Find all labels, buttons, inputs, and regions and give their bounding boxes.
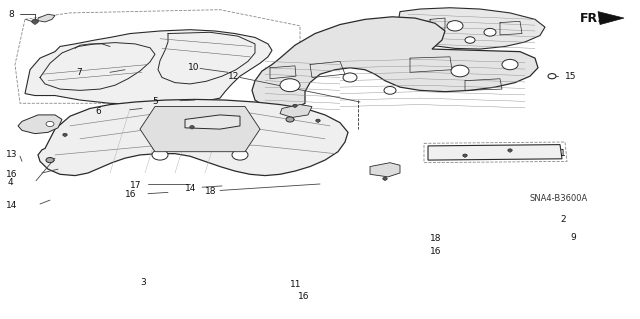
Text: 2: 2 <box>560 215 566 224</box>
Text: SNA4-B3600A: SNA4-B3600A <box>530 194 588 203</box>
Polygon shape <box>598 11 624 25</box>
Circle shape <box>46 158 54 163</box>
Text: 8: 8 <box>8 10 13 19</box>
Circle shape <box>463 154 467 157</box>
Text: 5: 5 <box>152 98 157 107</box>
Circle shape <box>465 37 475 43</box>
Polygon shape <box>428 145 562 160</box>
Text: FR.: FR. <box>580 11 603 25</box>
Text: 3: 3 <box>140 278 146 287</box>
Circle shape <box>447 21 463 31</box>
Polygon shape <box>370 163 400 177</box>
Text: 14: 14 <box>185 184 196 193</box>
Text: 13: 13 <box>6 151 17 160</box>
Text: 12: 12 <box>228 72 239 81</box>
Circle shape <box>451 65 469 77</box>
Circle shape <box>484 28 496 36</box>
Text: 16: 16 <box>430 247 442 256</box>
Circle shape <box>502 59 518 70</box>
Polygon shape <box>38 14 55 22</box>
Polygon shape <box>185 115 240 129</box>
Circle shape <box>46 121 54 127</box>
Circle shape <box>548 74 556 79</box>
Polygon shape <box>140 107 260 152</box>
Polygon shape <box>464 155 466 158</box>
Circle shape <box>190 126 194 129</box>
Polygon shape <box>25 30 272 105</box>
Polygon shape <box>280 105 312 117</box>
Polygon shape <box>384 179 386 181</box>
Polygon shape <box>509 150 511 152</box>
Text: 16: 16 <box>6 170 17 179</box>
Circle shape <box>293 104 297 107</box>
Circle shape <box>343 73 357 82</box>
Circle shape <box>508 149 512 152</box>
Text: 10: 10 <box>188 63 200 72</box>
Circle shape <box>384 86 396 94</box>
Polygon shape <box>317 121 319 122</box>
Polygon shape <box>34 21 36 25</box>
Circle shape <box>280 79 300 92</box>
Text: 11: 11 <box>290 279 301 289</box>
Text: 6: 6 <box>95 107 100 116</box>
Text: 15: 15 <box>565 72 577 81</box>
Circle shape <box>32 19 38 24</box>
Text: 9: 9 <box>570 233 576 242</box>
Circle shape <box>232 150 248 160</box>
Text: 7: 7 <box>76 68 82 77</box>
Polygon shape <box>294 106 296 108</box>
Text: 18: 18 <box>430 234 442 243</box>
Text: 1: 1 <box>560 149 566 158</box>
Polygon shape <box>38 100 348 175</box>
Text: 4: 4 <box>8 178 13 187</box>
Text: 16: 16 <box>125 190 136 199</box>
Circle shape <box>152 150 168 160</box>
Circle shape <box>63 133 67 136</box>
Polygon shape <box>398 8 545 49</box>
Polygon shape <box>252 17 538 110</box>
Text: 16: 16 <box>298 293 310 301</box>
Polygon shape <box>18 115 62 134</box>
Polygon shape <box>64 135 66 137</box>
Circle shape <box>383 177 387 180</box>
Polygon shape <box>191 127 193 129</box>
Text: 18: 18 <box>205 187 216 196</box>
Circle shape <box>286 117 294 122</box>
Text: 17: 17 <box>130 181 141 190</box>
Circle shape <box>316 119 320 122</box>
Text: 14: 14 <box>6 201 17 210</box>
